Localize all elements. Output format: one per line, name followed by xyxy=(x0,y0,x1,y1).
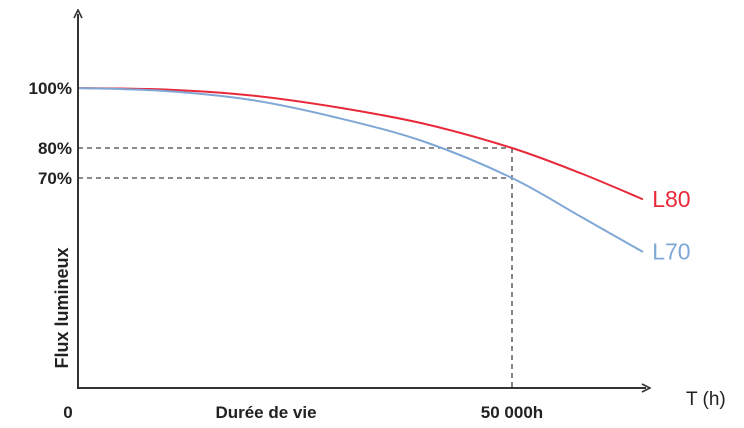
series-lines xyxy=(77,87,644,253)
reference-lines xyxy=(78,147,513,388)
x-tick-labels: 0 Durée de vie 50 000h xyxy=(63,403,543,422)
y-tick-label: 100% xyxy=(29,79,72,98)
y-tick-label: 70% xyxy=(38,169,72,188)
y-axis-label: Flux lumineux xyxy=(52,247,72,368)
y-tick-labels: 100% 80% 70% xyxy=(29,79,72,188)
series-line-l80 xyxy=(77,87,644,200)
y-tick-label: 80% xyxy=(38,139,72,158)
series-labels: L80 L70 xyxy=(652,186,690,265)
x-tick-label-50000h: 50 000h xyxy=(481,403,543,422)
series-label-l80: L80 xyxy=(652,186,690,212)
series-label-l70: L70 xyxy=(652,239,690,265)
x-tick-label-lifetime: Durée de vie xyxy=(215,403,316,422)
x-tick-label-origin: 0 xyxy=(63,403,72,422)
series-line-l70 xyxy=(77,87,644,253)
x-axis-label: T (h) xyxy=(686,389,726,410)
